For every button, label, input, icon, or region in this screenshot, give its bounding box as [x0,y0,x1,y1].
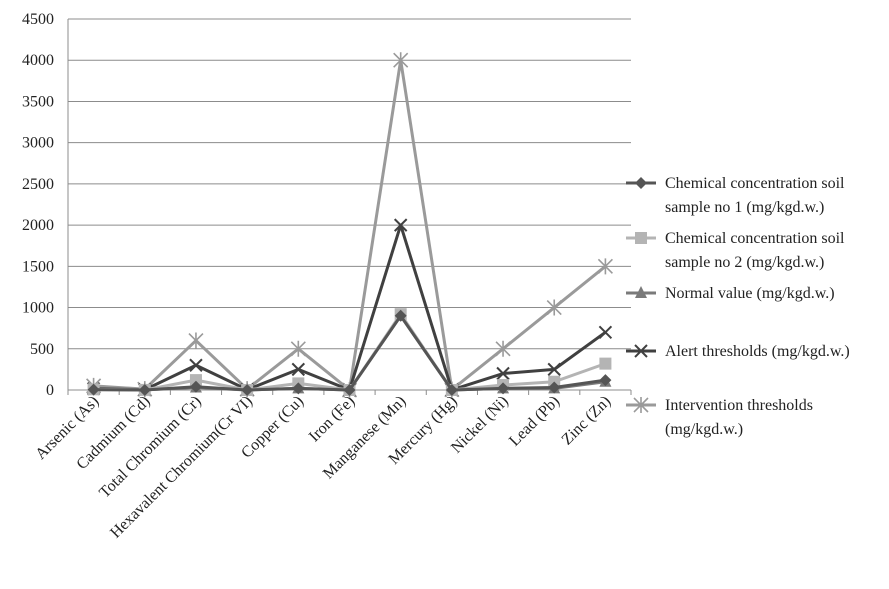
y-tick-label: 1000 [22,300,54,317]
data-point [495,340,511,357]
data-point [497,382,510,395]
legend-label: Alert thresholds (mg/kgd.w.) [665,343,850,360]
data-point [291,362,306,377]
data-point [599,357,612,370]
x-tick-label: Iron (Fe) [306,393,359,446]
legend-entry: Chemical concentration soil sample no 2 (… [626,230,845,271]
y-tick-label: 0 [46,382,54,399]
legend-entry: Chemical concentration soil sample no 1 (… [626,175,845,216]
legend-entry: Intervention thresholds (mg/kgd.w.) [626,397,813,438]
data-point [394,309,407,322]
legend: Chemical concentration soil sample no 1 (… [626,175,850,438]
y-tick-label: 4500 [22,11,54,28]
y-tick-label: 2000 [22,217,54,234]
data-point [547,362,561,377]
data-point [445,384,458,396]
data-point [188,332,204,349]
data-point [189,358,203,372]
data-point [393,218,408,232]
data-point [87,383,100,396]
data-point [496,366,510,381]
legend-marker [635,232,647,244]
data-point [343,384,356,396]
data-point [138,383,151,396]
legend-label: sample no 2 (mg/kgd.w.) [665,254,824,271]
x-axis: Arsenic (As)Cadmium (Cd)Total Chromium (… [32,389,632,542]
legend-label: sample no 1 (mg/kgd.w.) [665,199,824,216]
y-tick-label: 500 [30,341,54,358]
legend-marker [635,177,647,189]
legend-label: Normal value (mg/kgd.w.) [665,285,835,302]
data-point [597,258,613,275]
legend-label: Chemical concentration soil [665,175,845,192]
legend-label: Intervention thresholds [665,397,813,414]
y-axis: 0 500 1000 1500 2000 2500 3000 3500 4000 4500 [22,11,69,399]
legend-label: Chemical concentration soil [665,230,845,247]
legend-marker [635,286,647,298]
data-point [189,380,202,393]
data-point [548,381,561,394]
y-tick-label: 3000 [22,135,54,152]
gridlines [68,18,631,391]
x-tick-label: Lead (Pb) [506,393,563,450]
data-point [189,374,202,387]
y-tick-label: 3500 [22,93,54,110]
data-point [546,299,562,316]
series-1 [87,309,612,396]
legend-marker [634,344,648,358]
legend-entry: Normal value (mg/kgd.w.) [626,285,835,302]
data-point [599,374,612,387]
legend-entry: Alert thresholds (mg/kgd.w.) [626,343,850,360]
y-tick-label: 4000 [22,52,54,69]
legend-marker [633,397,649,413]
y-tick-label: 1500 [22,258,54,275]
y-tick-label: 2500 [22,176,54,193]
legend-label: (mg/kgd.w.) [665,421,743,438]
series-lines [86,52,613,398]
data-point [393,52,409,69]
data-point [292,382,305,395]
data-point [241,384,254,396]
data-point [290,340,306,357]
x-tick-label: Zinc (Zn) [559,393,615,449]
data-point [598,325,613,339]
